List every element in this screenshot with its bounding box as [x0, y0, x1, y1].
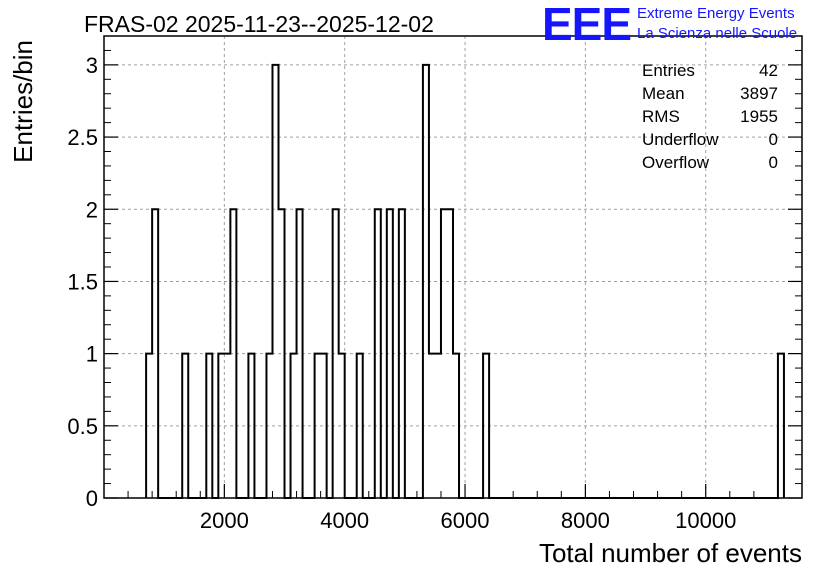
x-tick-label: 10000: [675, 508, 736, 533]
stats-label: Mean: [642, 84, 685, 103]
stats-value: 3897: [740, 84, 778, 103]
x-tick-label: 6000: [441, 508, 490, 533]
stats-box: Entries 42 Mean 3897 RMS 1955 Underflow 0 Overfl…: [642, 61, 778, 172]
y-tick-label: 3: [86, 53, 98, 78]
stats-label: Overflow: [642, 153, 710, 172]
chart-title: FRAS-02 2025-11-23--2025-12-02: [84, 11, 434, 37]
x-axis-title: Total number of events: [539, 538, 802, 568]
y-tick-label: 2: [86, 197, 98, 222]
x-tick-label: 4000: [320, 508, 369, 533]
y-tick-label: 0.5: [67, 414, 98, 439]
y-tick-labels: 0 0.5 1 1.5 2 2.5 3: [67, 53, 98, 511]
stats-label: Underflow: [642, 130, 719, 149]
x-tick-label: 8000: [561, 508, 610, 533]
stats-label: Entries: [642, 61, 695, 80]
stats-value: 42: [759, 61, 778, 80]
logo-line-2: La Scienza nelle Scuole: [637, 25, 797, 42]
logo-line-1: Extreme Energy Events: [637, 5, 795, 22]
y-tick-label: 1.5: [67, 269, 98, 294]
stats-value: 0: [769, 153, 778, 172]
x-tick-labels: 2000 4000 6000 8000 10000: [200, 508, 736, 533]
y-tick-label: 1: [86, 342, 98, 367]
y-tick-label: 2.5: [67, 125, 98, 150]
eee-logo: EEE Extreme Energy Events La Scienza nel…: [542, 0, 797, 50]
x-tick-label: 2000: [200, 508, 249, 533]
stats-value: 1955: [740, 107, 778, 126]
stats-label: RMS: [642, 107, 680, 126]
y-tick-label: 0: [86, 486, 98, 511]
y-axis-title: Entries/bin: [8, 40, 38, 163]
stats-value: 0: [769, 130, 778, 149]
axis-ticks: [104, 49, 803, 499]
logo-main-text: EEE: [542, 0, 631, 50]
